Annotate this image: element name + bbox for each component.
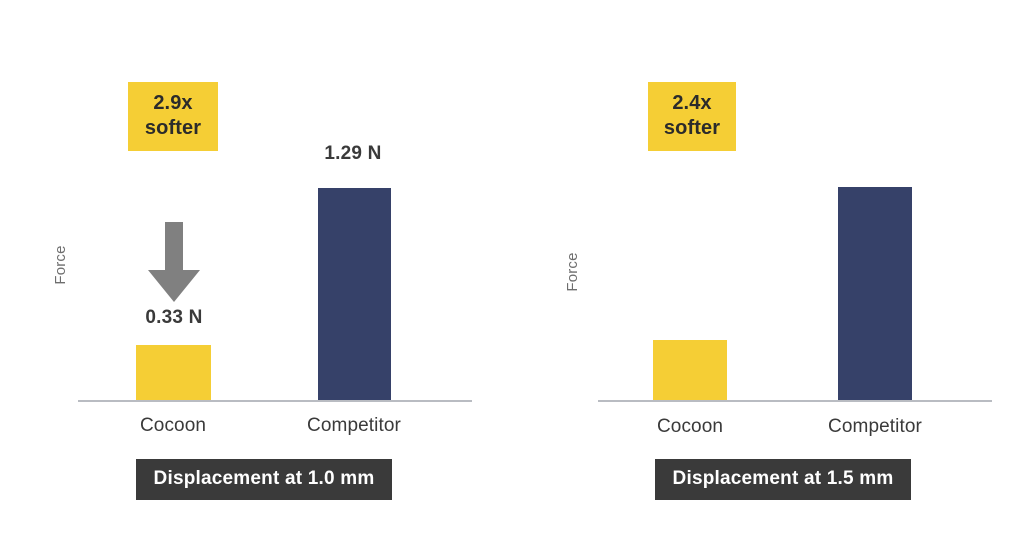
- chart-panel-2: Force 2.4x softer 1.86 N 0.54 N Cocoon C…: [512, 0, 1024, 552]
- category-label-competitor-2: Competitor: [828, 416, 922, 437]
- y-axis-label-2: Force: [564, 252, 581, 292]
- down-arrow-icon-1: [144, 222, 204, 304]
- bar-cocoon-1: [136, 345, 211, 400]
- bar-competitor-1: [318, 188, 391, 400]
- category-label-cocoon-2: Cocoon: [656, 416, 724, 437]
- x-axis-baseline-2: [598, 400, 992, 402]
- caption-chip-1: Displacement at 1.0 mm: [136, 459, 392, 500]
- bar-competitor-2: [838, 187, 912, 400]
- softer-badge-ratio-2: 2.4x: [672, 92, 712, 114]
- y-axis-label-1: Force: [52, 245, 69, 285]
- softer-badge-word-1: softer: [144, 117, 202, 139]
- category-label-cocoon-1: Cocoon: [139, 415, 207, 436]
- softer-badge-2: 2.4x softer: [648, 82, 736, 151]
- softer-badge-ratio-1: 2.9x: [153, 92, 193, 114]
- softer-badge-word-2: softer: [663, 117, 721, 139]
- caption-chip-2: Displacement at 1.5 mm: [655, 459, 911, 500]
- chart-panel-1: Force 2.9x softer 1.29 N 0.33 N Cocoon C…: [52, 82, 472, 500]
- value-label-competitor-1: 1.29 N: [324, 143, 382, 164]
- bar-cocoon-2: [653, 340, 727, 400]
- category-label-competitor-1: Competitor: [307, 415, 401, 436]
- x-axis-baseline-1: [78, 400, 472, 402]
- value-label-cocoon-1: 0.33 N: [145, 307, 203, 328]
- softer-badge-1: 2.9x softer: [128, 82, 218, 151]
